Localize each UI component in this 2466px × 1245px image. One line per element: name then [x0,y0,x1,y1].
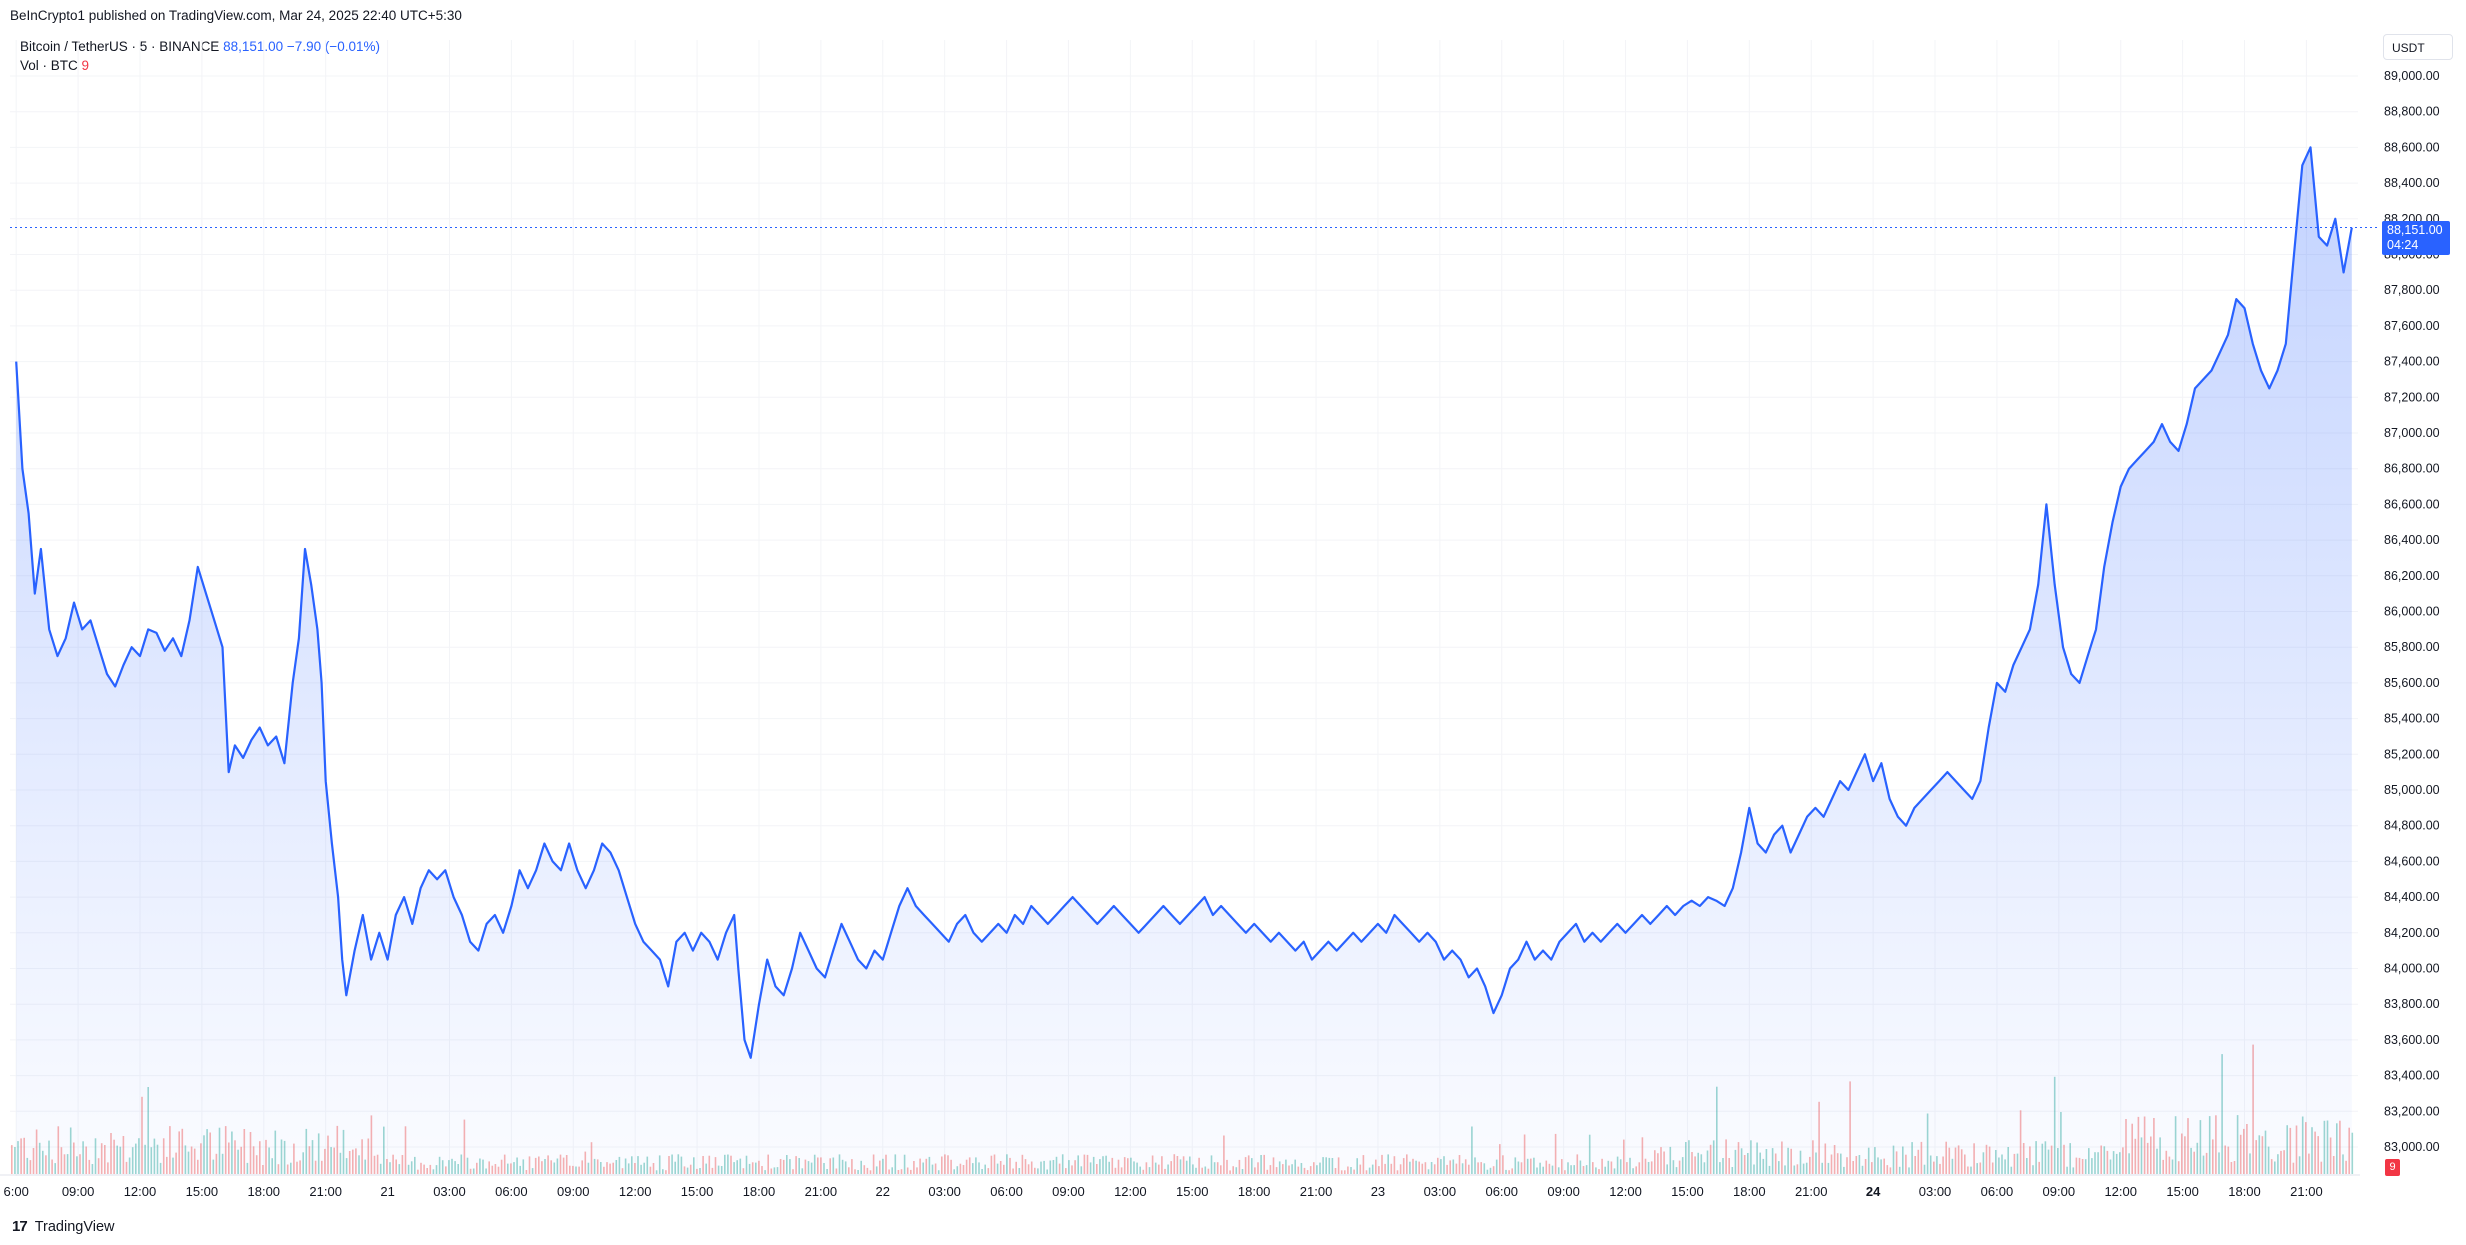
time-tick-label: 21:00 [1300,1184,1333,1199]
price-tick-label: 84,800.00 [2384,819,2440,833]
volume-bar [11,1145,13,1174]
price-tick-label: 88,400.00 [2384,176,2440,190]
price-tick-label: 88,800.00 [2384,105,2440,119]
time-tick-label: 09:00 [557,1184,590,1199]
price-tick-label: 87,200.00 [2384,390,2440,404]
volume-value: 9 [81,58,90,73]
time-tick-label: 03:00 [433,1184,466,1199]
time-tick-label: 06:00 [1485,1184,1518,1199]
price-tick-label: 87,400.00 [2384,355,2440,369]
price-tick-label: 83,400.00 [2384,1069,2440,1083]
time-tick-label: 21:00 [805,1184,838,1199]
price-tick-label: 84,400.00 [2384,890,2440,904]
price-tick-label: 86,600.00 [2384,497,2440,511]
price-tick-label: 83,200.00 [2384,1104,2440,1118]
time-tick-label: 15:00 [1671,1184,1704,1199]
symbol-legend[interactable]: Bitcoin / TetherUS · 5 · BINANCE 88,151.… [20,39,380,54]
time-tick-label: 18:00 [1238,1184,1271,1199]
time-tick-label: 09:00 [62,1184,95,1199]
volume-legend[interactable]: Vol · BTC 9 [20,58,89,73]
time-tick-label: 15:00 [681,1184,714,1199]
price-tick-label: 85,600.00 [2384,676,2440,690]
price-tick-label: 86,000.00 [2384,605,2440,619]
price-tick-label: 83,800.00 [2384,997,2440,1011]
price-tick-label: 85,000.00 [2384,783,2440,797]
time-tick-label: 03:00 [1919,1184,1952,1199]
tradingview-logo[interactable]: 17 TradingView [12,1218,115,1235]
last-price: 88,151.00 [223,39,284,54]
time-tick-label: 06:00 [1981,1184,2014,1199]
time-tick-label: 18:00 [2228,1184,2261,1199]
time-tick-label: 18:00 [1733,1184,1766,1199]
time-tick-label: 18:00 [743,1184,776,1199]
time-tick-label: 15:00 [186,1184,219,1199]
volume-bar [2351,1132,2354,1174]
time-tick-label: 03:00 [928,1184,961,1199]
time-axis: 6:00 09:00 12:00 15:00 18:00 21:00 21 03:00 06:0… [4,1184,2323,1199]
time-tick-label: 21:00 [1795,1184,1828,1199]
time-tick-label: 15:00 [2166,1184,2199,1199]
volume-bar [14,1147,16,1174]
time-tick-label: 12:00 [1114,1184,1147,1199]
price-tick-label: 86,800.00 [2384,462,2440,476]
volume-label: Vol · BTC [20,58,78,73]
price-tick-label: 87,000.00 [2384,426,2440,440]
time-tick-label: 12:00 [124,1184,157,1199]
currency-selector[interactable]: USDT [2383,34,2453,60]
time-tick-label: 21:00 [309,1184,342,1199]
tradingview-wordmark: TradingView [34,1219,115,1235]
price-tick-label: 87,600.00 [2384,319,2440,333]
time-tick-label: 06:00 [990,1184,1023,1199]
price-tick-label: 87,800.00 [2384,283,2440,297]
time-tick-label: 23 [1371,1184,1385,1199]
price-line [15,146,2353,1059]
time-tick-label: 12:00 [1609,1184,1642,1199]
price-tick-label: 84,600.00 [2384,854,2440,868]
volume-tag: 9 [2385,1159,2400,1176]
price-tick-label: 84,000.00 [2384,962,2440,976]
time-tick-label: 06:00 [495,1184,528,1199]
bar-countdown: 04:24 [2387,238,2419,252]
time-tick-label: 21 [380,1184,394,1199]
price-tick-label: 85,400.00 [2384,712,2440,726]
time-tick-label: 6:00 [4,1184,29,1199]
time-tick-label: 09:00 [2043,1184,2076,1199]
time-tick-label: 09:00 [1052,1184,1085,1199]
publisher-line: BeInCrypto1 published on TradingView.com… [10,8,462,23]
time-tick-label: 03:00 [1424,1184,1457,1199]
price-tick-label: 86,400.00 [2384,533,2440,547]
time-tick-label: 18:00 [248,1184,281,1199]
time-tick-label: 15:00 [1176,1184,1209,1199]
time-tick-label: 22 [876,1184,890,1199]
price-tick-label: 84,200.00 [2384,926,2440,940]
last-price-tag: 88,151.00 04:24 [2382,221,2450,255]
price-tick-label: 86,200.00 [2384,569,2440,583]
price-change: −7.90 (−0.01%) [286,39,380,54]
price-axis: 89,000.0088,800.0088,600.0088,400.0088,2… [2384,69,2440,1154]
symbol-name: Bitcoin / TetherUS · 5 · BINANCE [20,39,220,54]
price-tick-label: 83,600.00 [2384,1033,2440,1047]
price-tick-label: 83,000.00 [2384,1140,2440,1154]
time-tick-label: 12:00 [2104,1184,2137,1199]
time-tick-label: 24 [1866,1184,1881,1199]
price-area [16,147,2352,1176]
tradingview-mark-icon: 17 [12,1218,28,1235]
price-tick-label: 85,200.00 [2384,747,2440,761]
time-tick-label: 09:00 [1547,1184,1580,1199]
price-tick-label: 88,600.00 [2384,140,2440,154]
time-tick-label: 12:00 [619,1184,652,1199]
price-tick-label: 85,800.00 [2384,640,2440,654]
time-tick-label: 21:00 [2290,1184,2323,1199]
price-tick-label: 89,000.00 [2384,69,2440,83]
last-price-tag-value: 88,151.00 [2387,223,2443,237]
